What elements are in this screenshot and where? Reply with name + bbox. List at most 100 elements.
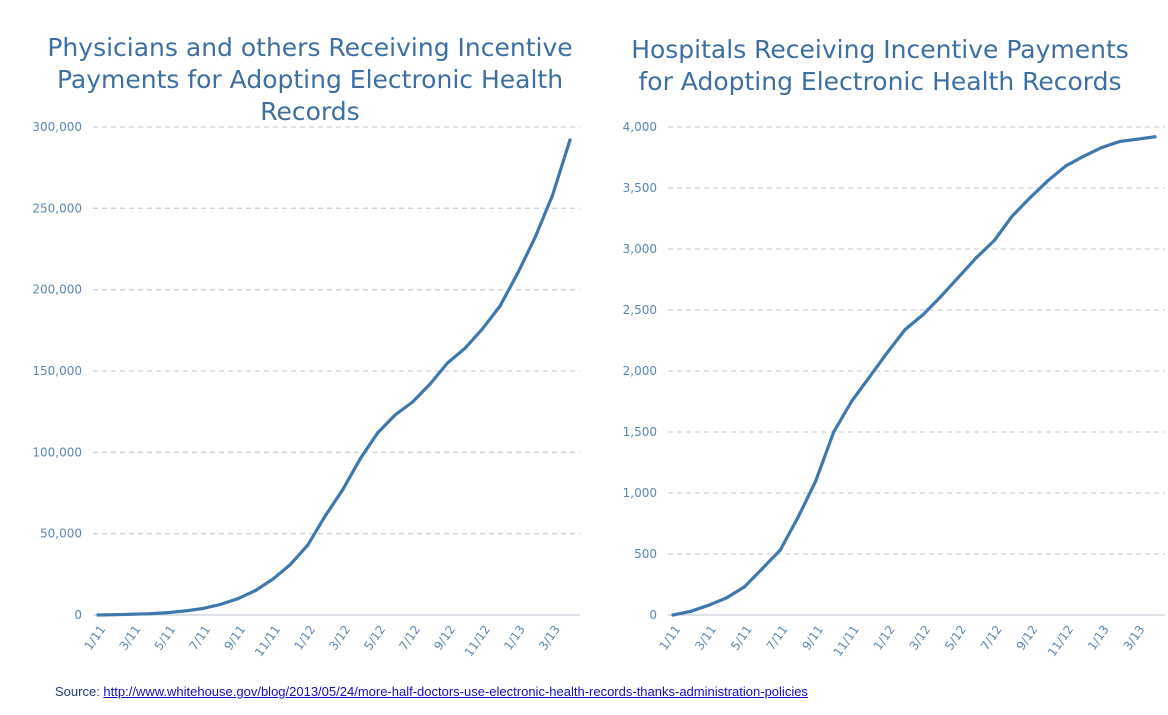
physicians-chart-title: Physicians and others Receiving Incentiv… bbox=[20, 32, 600, 128]
physicians-title-line-1: Physicians and others Receiving Incentiv… bbox=[47, 33, 573, 62]
physicians-y-tick-label: 0 bbox=[74, 608, 82, 622]
hospitals-data-point bbox=[796, 515, 800, 520]
hospitals-y-tick-label: 4,000 bbox=[623, 120, 657, 134]
hospitals-y-tick-label: 0 bbox=[649, 608, 657, 622]
hospitals-data-point bbox=[1153, 135, 1157, 139]
physicians-x-tick-label: 5/11 bbox=[151, 623, 178, 653]
hospitals-y-tick-label: 500 bbox=[634, 547, 657, 561]
physicians-data-point bbox=[271, 577, 275, 581]
hospitals-x-tick-label: 9/12 bbox=[1014, 623, 1041, 653]
physicians-data-point bbox=[463, 346, 467, 350]
hospitals-data-point bbox=[1064, 164, 1068, 168]
hospitals-series-line bbox=[671, 135, 1157, 617]
physicians-plot: 0 50,000 100,000 150,000 200,000 250,000 300,0… bbox=[32, 120, 580, 659]
physicians-x-tick-label: 7/12 bbox=[396, 623, 423, 653]
hospitals-chart: Hospitals Receiving Incentive Payments f… bbox=[590, 0, 1168, 680]
physicians-x-tick-label: 11/12 bbox=[462, 623, 493, 659]
physicians-data-point bbox=[253, 589, 257, 593]
hospitals-y-tick-label: 1,500 bbox=[623, 425, 657, 439]
hospitals-y-tick-label: 1,000 bbox=[623, 486, 657, 500]
hospitals-data-point bbox=[974, 255, 979, 260]
physicians-y-tick-label: 150,000 bbox=[32, 364, 82, 378]
physicians-data-point bbox=[288, 562, 292, 567]
physicians-x-tick-label: 1/11 bbox=[82, 623, 109, 653]
hospitals-x-tick-label: 11/11 bbox=[831, 623, 862, 659]
hospitals-title-line-1: Hospitals Receiving Incentive Payments bbox=[631, 35, 1129, 64]
hospitals-x-tick-label: 1/13 bbox=[1085, 623, 1112, 653]
source-line: Source: http://www.whitehouse.gov/blog/2… bbox=[55, 684, 808, 699]
physicians-title-line-2: Payments for Adopting Electronic Health … bbox=[56, 65, 564, 126]
physicians-series-line bbox=[96, 138, 572, 617]
physicians-data-point bbox=[533, 236, 537, 240]
physicians-x-tick-label: 1/13 bbox=[501, 623, 528, 653]
hospitals-chart-title: Hospitals Receiving Incentive Payments f… bbox=[590, 34, 1168, 98]
hospitals-data-point bbox=[671, 613, 675, 617]
physicians-data-point bbox=[568, 138, 572, 142]
hospitals-x-tick-label: 5/11 bbox=[728, 623, 755, 653]
physicians-x-tick-label: 1/12 bbox=[291, 623, 318, 653]
physicians-data-point bbox=[376, 431, 380, 435]
hospitals-x-tick-label: 7/12 bbox=[978, 623, 1005, 653]
hospitals-y-tick-label: 2,000 bbox=[623, 364, 657, 378]
physicians-x-tick-label: 3/12 bbox=[326, 623, 353, 653]
hospitals-data-point bbox=[760, 567, 764, 571]
physicians-x-tick-label: 5/12 bbox=[361, 623, 388, 653]
physicians-x-tick-label: 7/11 bbox=[186, 623, 213, 653]
physicians-data-point bbox=[411, 400, 415, 404]
hospitals-x-tick-label: 11/12 bbox=[1045, 623, 1076, 659]
hospitals-data-point bbox=[814, 479, 818, 483]
hospitals-data-point bbox=[832, 430, 836, 434]
physicians-y-tick-label: 300,000 bbox=[32, 120, 82, 134]
physicians-data-point bbox=[131, 612, 135, 616]
hospitals-data-point bbox=[1099, 146, 1104, 150]
physicians-x-tick-label: 3/13 bbox=[536, 623, 563, 653]
physicians-x-tick-label: 3/11 bbox=[116, 623, 143, 653]
physicians-y-tick-label: 200,000 bbox=[32, 283, 82, 297]
hospitals-data-point bbox=[707, 603, 711, 607]
hospitals-data-point bbox=[1010, 214, 1014, 218]
physicians-data-point bbox=[183, 609, 188, 613]
hospitals-data-point bbox=[957, 275, 961, 279]
physicians-data-point bbox=[393, 413, 397, 417]
hospitals-data-point bbox=[1081, 154, 1086, 158]
hospitals-x-tick-label: 7/11 bbox=[764, 623, 791, 653]
physicians-data-point bbox=[201, 606, 205, 611]
physicians-data-point bbox=[498, 304, 502, 308]
hospitals-y-tick-label: 3,000 bbox=[623, 242, 657, 256]
hospitals-y-tick-label: 2,500 bbox=[623, 303, 657, 317]
physicians-data-point bbox=[113, 613, 118, 617]
hospitals-data-point bbox=[1135, 137, 1139, 141]
physicians-data-point bbox=[515, 271, 520, 275]
physicians-x-tick-label: 11/11 bbox=[252, 623, 283, 659]
physicians-y-tick-label: 50,000 bbox=[40, 527, 82, 541]
hospitals-data-point bbox=[903, 327, 907, 332]
physicians-data-point bbox=[323, 514, 327, 518]
physicians-x-tick-label: 9/12 bbox=[431, 623, 458, 653]
physicians-data-point bbox=[148, 612, 153, 616]
hospitals-data-point bbox=[992, 238, 996, 243]
hospitals-data-point bbox=[742, 585, 747, 589]
hospitals-data-point bbox=[1117, 140, 1121, 144]
physicians-data-point bbox=[236, 597, 240, 601]
hospitals-plot: 0 500 1,000 1,500 2,000 2,500 3,000 3,500 4,000 1… bbox=[623, 120, 1165, 659]
hospitals-data-point bbox=[939, 294, 943, 299]
physicians-data-point bbox=[96, 613, 100, 617]
source-label: Source: bbox=[55, 684, 104, 699]
physicians-y-tick-label: 250,000 bbox=[32, 201, 82, 215]
source-link[interactable]: http://www.whitehouse.gov/blog/2013/05/2… bbox=[103, 684, 808, 699]
hospitals-x-tick-label: 1/12 bbox=[871, 623, 898, 653]
physicians-data-point bbox=[480, 327, 485, 331]
physicians-data-point bbox=[306, 543, 310, 547]
physicians-x-tick-label: 9/11 bbox=[221, 623, 248, 653]
physicians-data-point bbox=[358, 457, 362, 461]
hospitals-data-point bbox=[689, 609, 693, 613]
hospitals-x-tick-label: 5/12 bbox=[942, 623, 969, 653]
hospitals-data-point bbox=[921, 313, 925, 317]
hospitals-x-tick-label: 3/13 bbox=[1121, 623, 1148, 653]
hospitals-data-point bbox=[1028, 196, 1032, 200]
physicians-chart: Physicians and others Receiving Incentiv… bbox=[0, 0, 590, 680]
hospitals-x-tick-label: 1/11 bbox=[657, 623, 684, 653]
hospitals-x-tick-label: 9/11 bbox=[799, 623, 826, 653]
physicians-data-point bbox=[428, 382, 432, 386]
hospitals-title-line-2: for Adopting Electronic Health Records bbox=[638, 67, 1122, 96]
